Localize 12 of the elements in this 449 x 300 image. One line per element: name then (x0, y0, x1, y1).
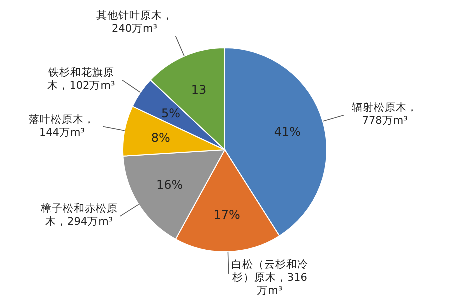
data-label: 13 (191, 83, 207, 98)
data-label: 16% (156, 178, 184, 192)
slice-label: 樟子松和赤松原木，294万m³ (40, 203, 119, 230)
data-label: 41% (274, 124, 302, 139)
slice-label: 铁杉和花旗原木，102万m³ (46, 67, 116, 94)
slice-label: 其他针叶原木，240万m³ (95, 10, 174, 36)
data-label: 8% (151, 130, 170, 145)
slice-label: 白松（云杉和冷杉）原木，316万m³ (230, 259, 310, 298)
slice-label: 辐射松原木，778万m³ (351, 102, 420, 128)
data-label: 5% (161, 106, 181, 120)
slice-label: 落叶松原木，144万m³ (28, 114, 96, 140)
data-label: 17% (214, 208, 240, 222)
